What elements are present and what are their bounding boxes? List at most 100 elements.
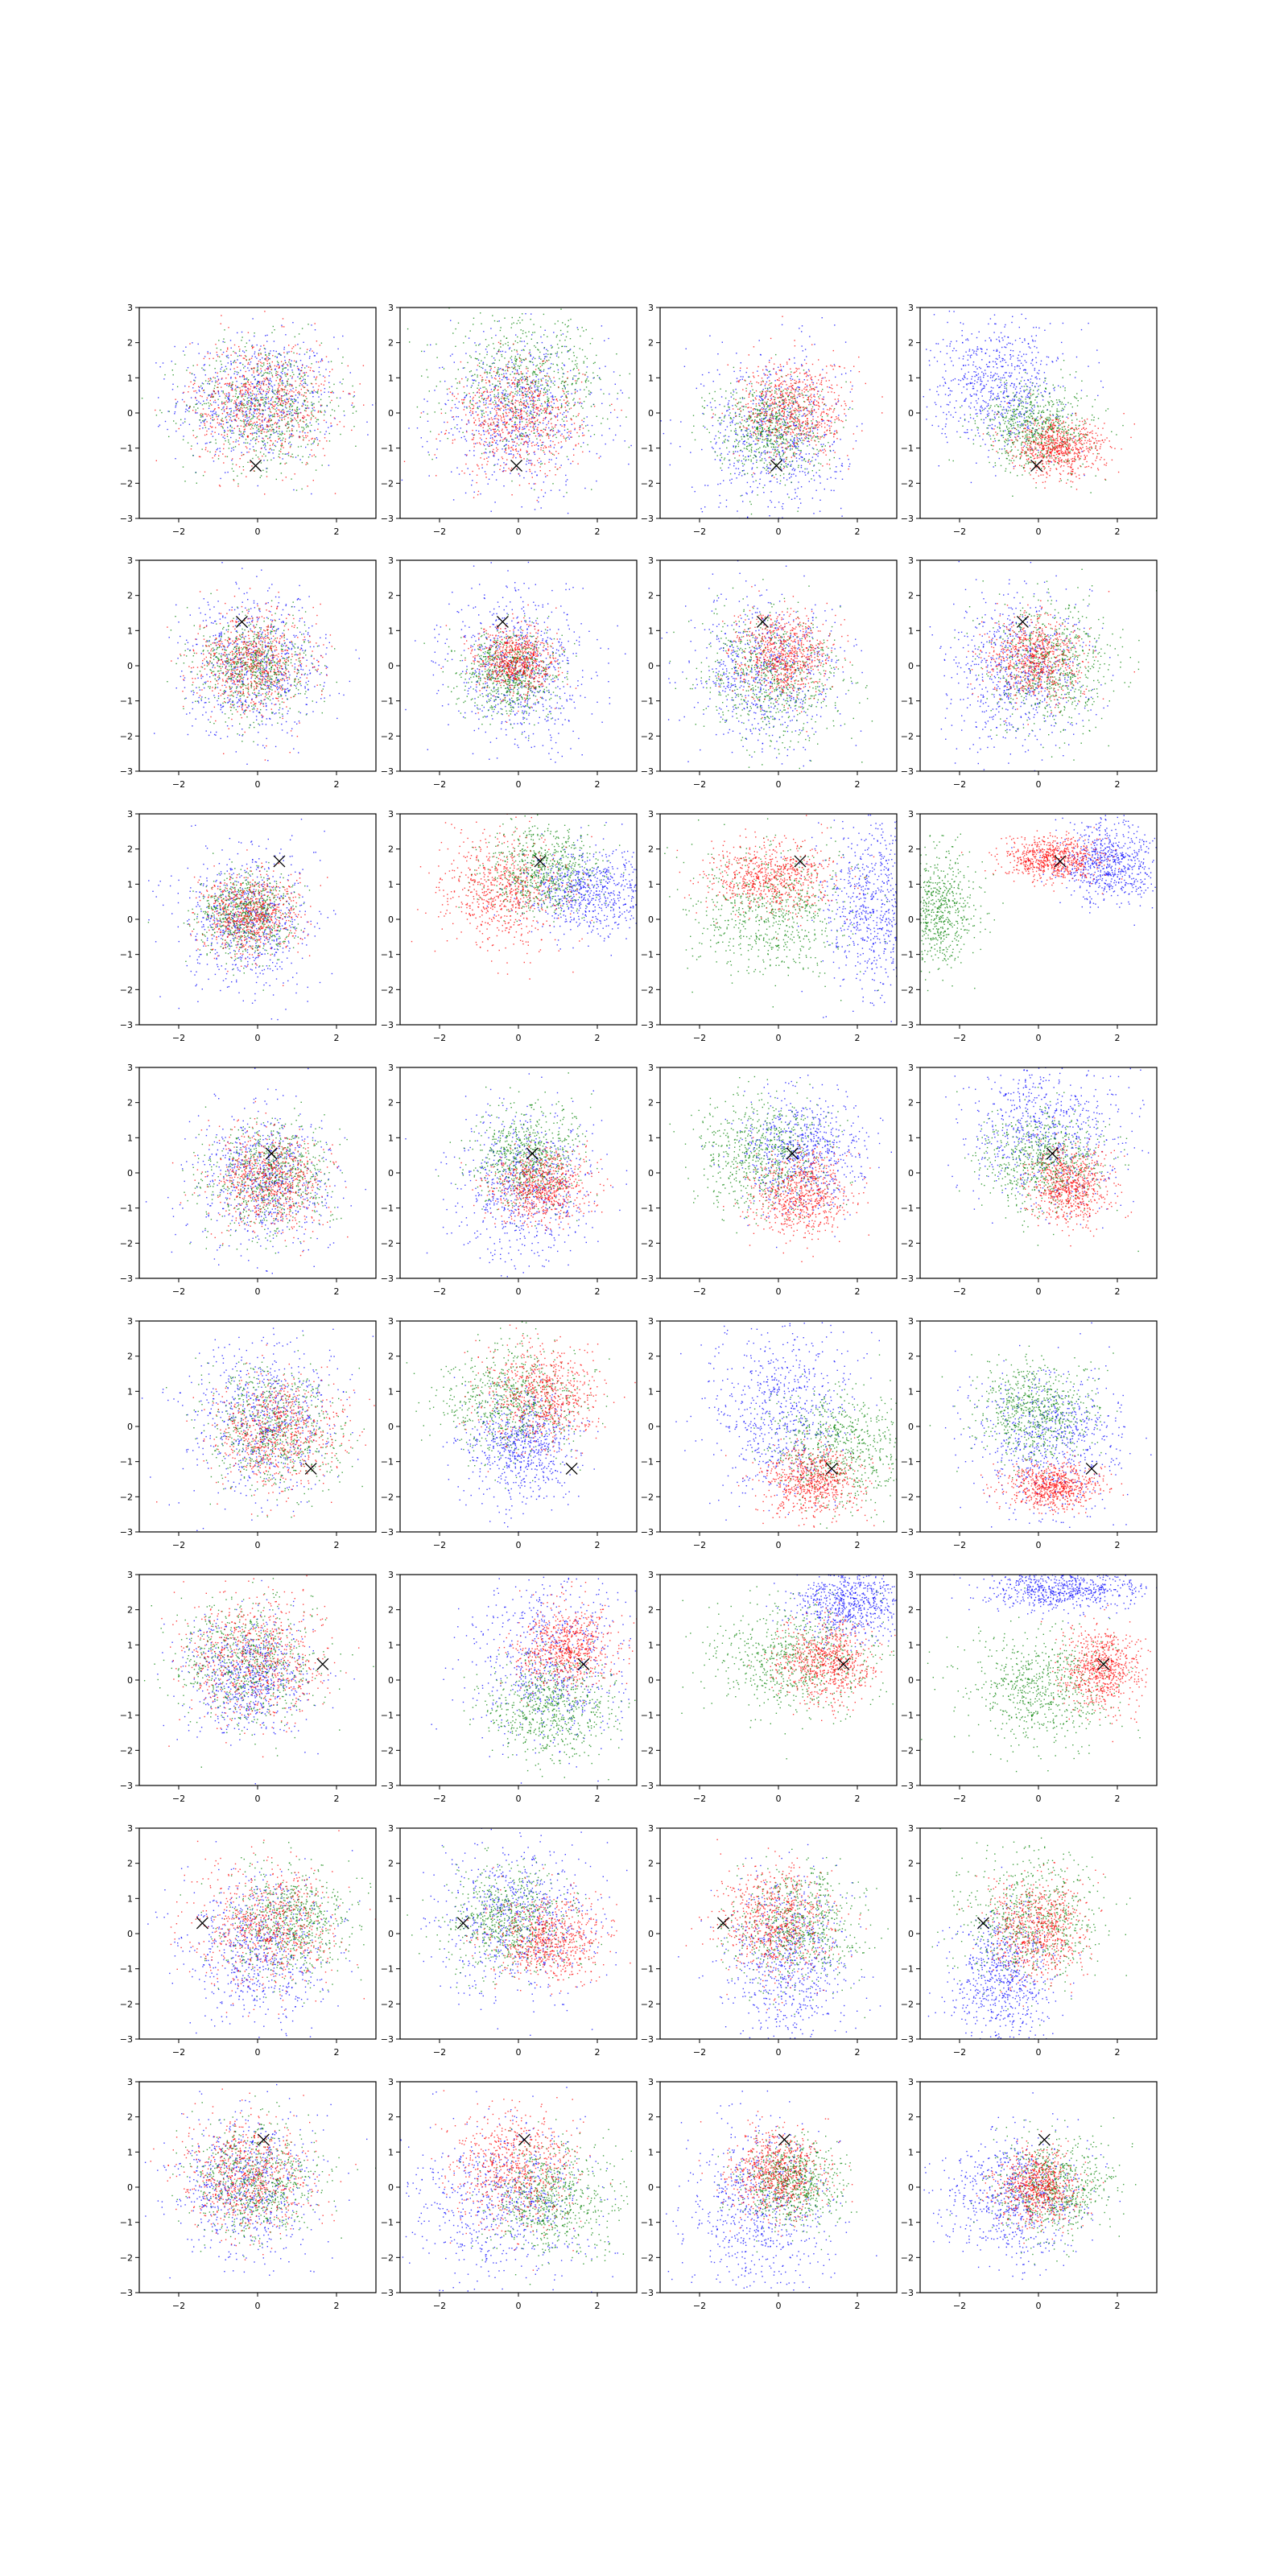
red-point [261,448,262,449]
blue-point [311,324,312,325]
red-point [279,381,280,382]
blue-point [451,428,452,429]
red-point [235,385,236,386]
green-point [298,446,299,447]
red-point [521,414,522,415]
red-point [538,407,539,408]
red-point [200,413,201,414]
red-point [282,326,283,327]
blue-point [547,390,548,391]
red-point [500,415,501,416]
green-point [266,468,267,469]
blue-point [470,396,471,397]
green-point [515,391,516,392]
blue-point [728,402,729,403]
red-point [508,448,509,449]
red-point [269,390,270,391]
green-point [483,413,484,414]
green-point [532,374,533,375]
green-point [283,363,284,364]
blue-point [760,354,761,355]
green-point [511,439,512,440]
blue-point [540,460,541,461]
green-point [254,403,255,404]
blue-point [511,453,512,454]
blue-point [526,402,527,403]
green-point [284,368,285,369]
blue-point [270,404,271,405]
blue-point [226,356,227,357]
green-point [519,366,520,367]
red-point [179,428,180,429]
green-point [286,394,287,395]
green-point [315,456,316,457]
blue-point [765,452,766,453]
green-point [310,393,311,394]
red-point [561,441,562,442]
green-point [493,465,494,466]
red-point [239,466,240,467]
blue-point [328,361,329,362]
red-point [481,464,482,465]
red-point [215,344,216,345]
blue-point [768,377,769,378]
red-point [504,438,505,439]
green-point [272,374,273,375]
green-point [306,423,307,424]
green-point [556,336,557,337]
blue-point [233,415,234,416]
green-point [480,401,481,402]
blue-point [215,413,216,414]
red-point [519,418,520,419]
green-point [266,389,267,390]
red-point [293,391,294,392]
y-tick-label: 0 [388,408,394,419]
blue-point [552,397,553,398]
blue-point [444,403,445,404]
green-point [534,345,535,346]
blue-point [545,418,546,419]
red-point [518,415,519,416]
red-point [531,443,532,444]
blue-point [822,421,823,422]
blue-point [479,344,480,345]
red-point [283,326,284,327]
blue-point [481,417,482,418]
red-point [541,430,542,431]
green-point [492,384,493,385]
green-point [296,420,297,421]
green-point [519,322,520,323]
red-point [558,386,559,387]
blue-point [795,446,796,447]
red-point [259,410,260,411]
green-point [533,372,534,373]
green-point [522,330,523,331]
green-point [561,405,562,406]
blue-point [787,493,788,494]
green-point [503,394,504,395]
blue-point [203,401,204,402]
red-point [258,426,259,427]
green-point [509,424,510,425]
red-point [501,408,502,409]
green-point [517,469,518,470]
blue-point [289,437,290,438]
green-point [526,343,527,344]
red-point [579,427,580,428]
blue-point [856,440,857,441]
red-point [494,367,495,368]
blue-point [223,436,224,437]
red-point [435,454,436,455]
red-point [502,406,503,407]
red-point [511,468,512,469]
blue-point [219,382,220,383]
red-point [214,408,215,409]
red-point [248,424,249,425]
green-point [561,383,562,384]
red-point [493,422,494,423]
green-point [286,463,287,464]
blue-point [494,416,495,417]
green-point [566,492,567,493]
blue-point [507,364,508,365]
blue-point [601,435,602,436]
